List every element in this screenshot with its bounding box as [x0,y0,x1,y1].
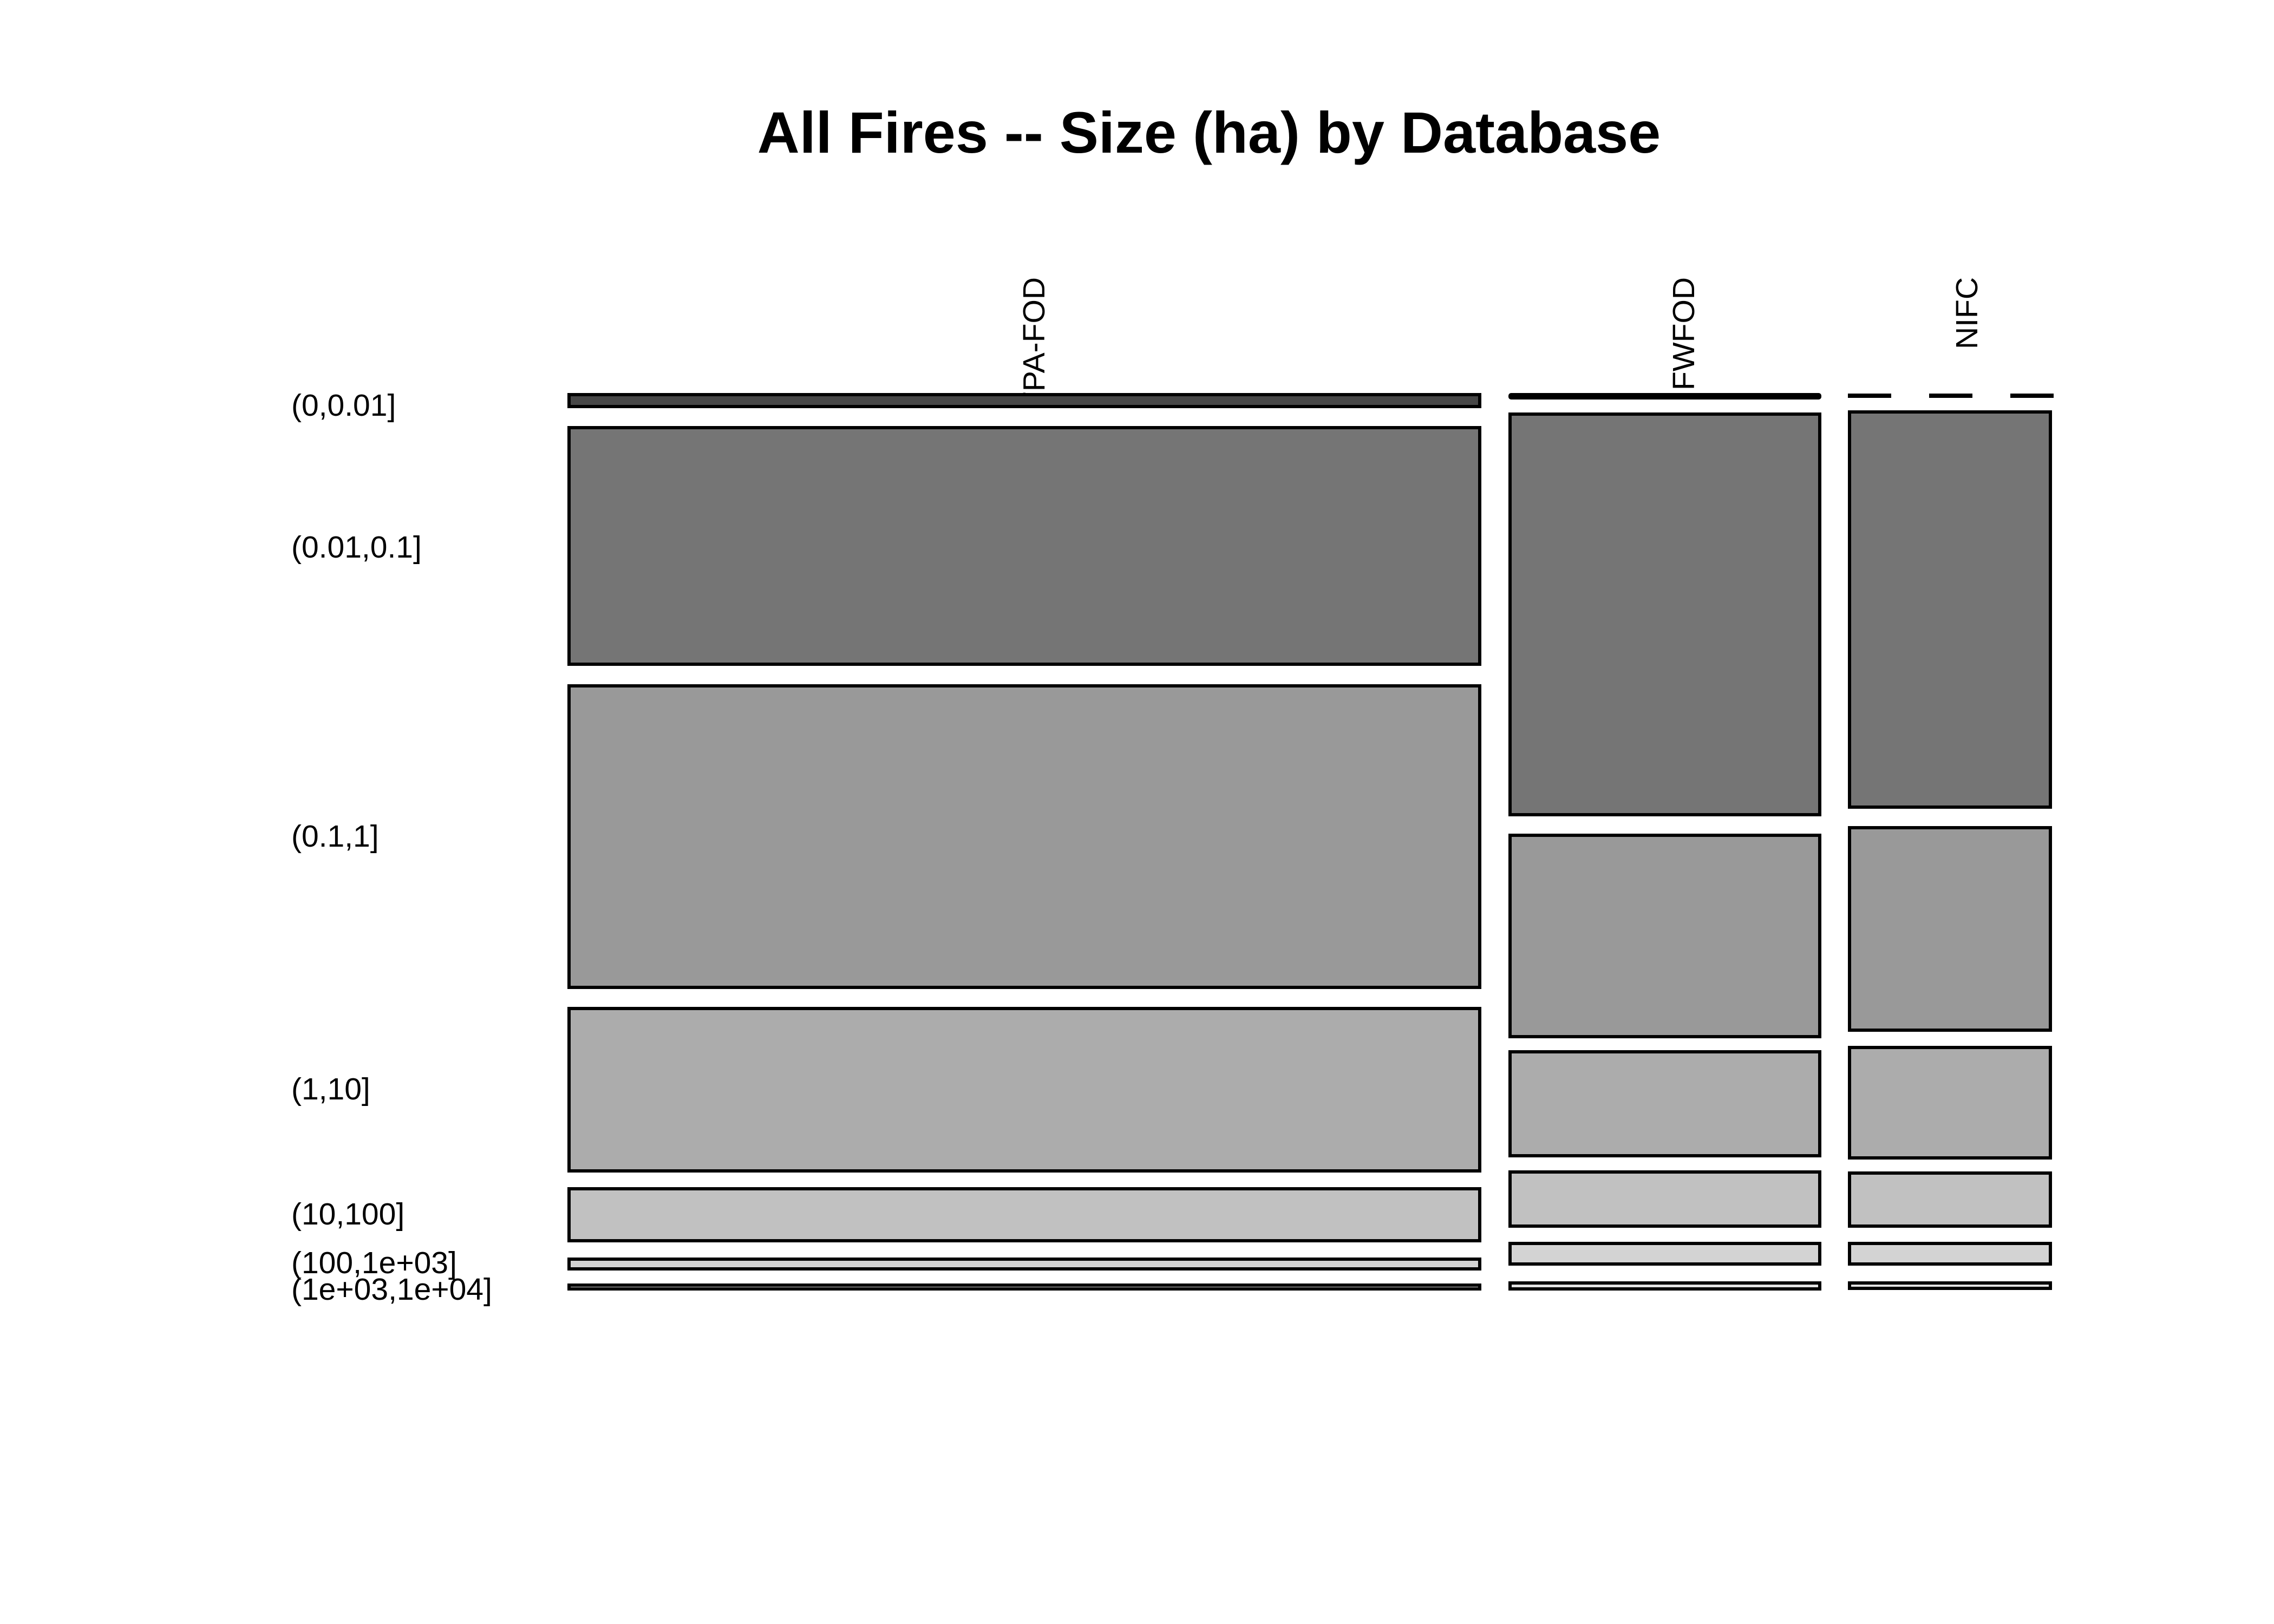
row-label: (0,0.01] [291,388,396,423]
mosaic-cell [567,1258,1481,1271]
row-label: (0.01,0.1] [291,530,422,565]
row-label: (100,1e+03] [291,1246,457,1281]
mosaic-cell [1508,1170,1821,1228]
mosaic-cell [1508,834,1821,1038]
row-label: (10,100] [291,1197,405,1232]
row-label: (0.1,1] [291,819,379,854]
mosaic-cell [567,684,1481,989]
column-label-nifc: NIFC [1950,277,1984,349]
mosaic-cell [1508,1050,1821,1157]
mosaic-cell [1508,1281,1821,1291]
mosaic-cell [1848,394,2055,398]
mosaic-cell [1508,393,1821,400]
mosaic-cell [567,1284,1481,1291]
mosaic-cell [1848,1171,2052,1228]
mosaic-cell [1848,1242,2052,1266]
mosaic-cell [1848,826,2052,1032]
mosaic-cell [567,1187,1481,1242]
row-label: (1,10] [291,1072,370,1107]
mosaic-cell [1508,1242,1821,1266]
mosaic-cell [1848,1281,2052,1290]
mosaic-cell [1508,412,1821,816]
mosaic-cell [1848,410,2052,809]
chart-title: All Fires -- Size (ha) by Database [757,100,1661,165]
mosaic-cell [567,393,1481,408]
mosaic-cell [567,426,1481,666]
mosaic-cell [1848,1046,2052,1160]
column-label-fpa-fod: FPA-FOD [1017,277,1051,410]
row-label: (1e+03,1e+04] [291,1272,492,1307]
column-label-fwfod: FWFOD [1667,277,1701,390]
mosaic-cell [567,1007,1481,1173]
